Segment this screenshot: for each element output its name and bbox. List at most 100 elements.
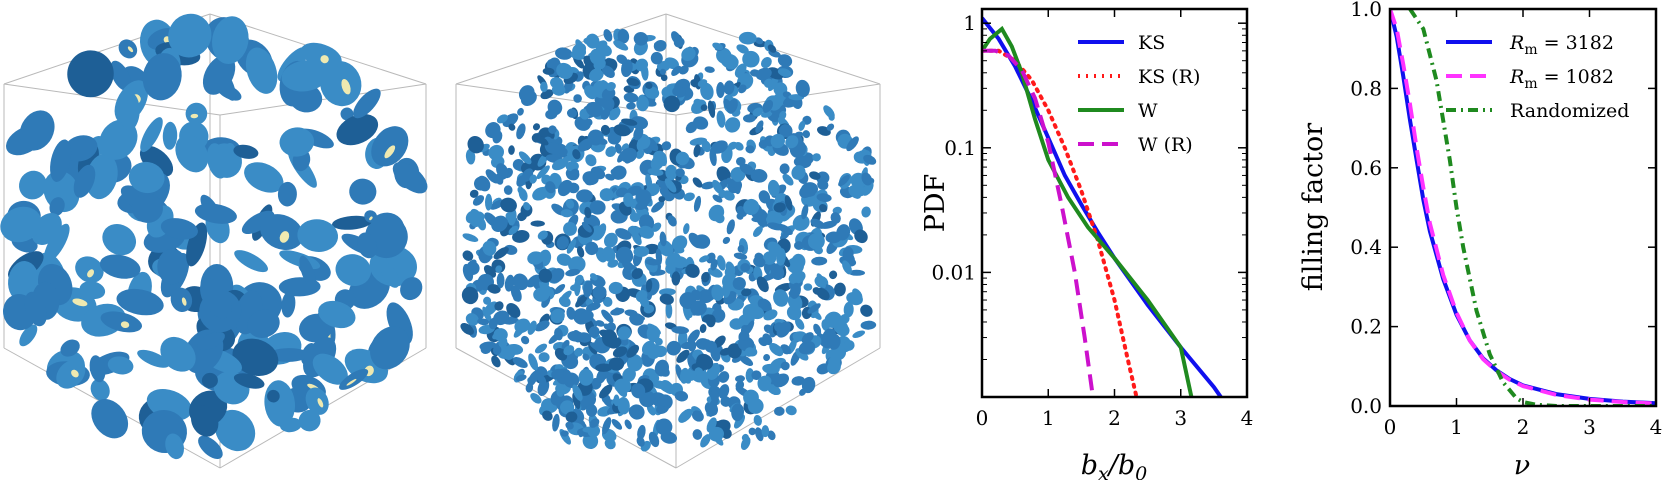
blob <box>643 304 655 314</box>
blob <box>201 372 218 389</box>
blob <box>698 289 714 304</box>
blob <box>462 263 474 282</box>
blob <box>392 162 428 194</box>
blob <box>514 318 531 333</box>
blob <box>701 181 715 190</box>
blob <box>505 212 516 222</box>
blob <box>735 375 745 383</box>
blob <box>607 322 616 332</box>
blob <box>747 305 765 320</box>
blob <box>716 110 726 128</box>
blob <box>767 179 780 197</box>
blob <box>646 404 656 416</box>
blob <box>573 94 582 103</box>
blob <box>723 283 731 298</box>
blob <box>551 368 565 379</box>
blob <box>566 108 578 118</box>
blob-highlight <box>320 55 329 64</box>
blob <box>683 223 690 235</box>
blob <box>757 375 771 392</box>
pdf-ticks: 0 1 2 3 4 1 0.1 0.01 <box>931 9 1253 430</box>
filling-factor-plot: 0 1 2 3 4 0.0 0.2 0.4 0.6 0.8 1.0 Rm = 3182 Rm = 10… <box>1298 0 1662 480</box>
blob <box>743 389 759 406</box>
blob <box>518 151 532 165</box>
blob <box>536 165 550 180</box>
filling-factor-y-tick-label: 0.6 <box>1350 156 1382 180</box>
blob <box>674 390 689 402</box>
blob <box>279 127 315 157</box>
blob <box>545 181 556 194</box>
blob <box>810 218 825 229</box>
blob <box>312 353 348 385</box>
blob <box>574 116 591 131</box>
blob <box>807 232 825 250</box>
blob <box>200 278 232 319</box>
blob <box>555 47 573 60</box>
blob <box>503 185 513 195</box>
filling-factor-y-tick-label: 0.0 <box>1350 394 1382 418</box>
blob <box>842 260 852 275</box>
blob <box>563 221 577 236</box>
blob <box>107 356 134 375</box>
blob <box>628 406 639 418</box>
blob <box>160 218 198 240</box>
blob <box>691 410 704 422</box>
blob <box>645 82 653 89</box>
blob <box>605 82 616 91</box>
blob <box>789 282 801 299</box>
blob <box>710 259 718 271</box>
blob <box>794 241 804 250</box>
blob <box>624 419 632 430</box>
blob <box>657 153 668 167</box>
blob <box>745 145 755 154</box>
blob <box>247 309 280 338</box>
blob <box>465 148 476 165</box>
blob <box>565 421 574 430</box>
blob <box>745 368 755 383</box>
blob <box>816 333 830 349</box>
blob <box>678 408 693 423</box>
blob <box>488 144 505 161</box>
blob <box>732 276 746 291</box>
blob <box>779 124 793 138</box>
blob <box>506 303 521 318</box>
blob <box>860 304 873 317</box>
blob <box>119 92 140 131</box>
blob <box>582 353 590 361</box>
blob <box>60 339 80 357</box>
blob <box>538 352 550 363</box>
blob <box>773 202 786 213</box>
blob <box>636 137 647 152</box>
blob <box>596 223 607 240</box>
blob <box>758 190 771 204</box>
blob-highlight <box>341 78 351 95</box>
blob <box>860 320 877 330</box>
blob <box>701 272 710 283</box>
blob <box>727 343 742 359</box>
blob <box>281 60 329 92</box>
blob <box>513 294 522 302</box>
pdf-series-0 <box>982 16 1224 397</box>
filling-factor-y-tick-label: 0.4 <box>1350 235 1382 259</box>
blob <box>512 229 530 243</box>
blob <box>816 273 826 289</box>
blob <box>724 117 741 133</box>
pdf-y-tick-label: 0.01 <box>931 260 976 284</box>
blob <box>647 344 662 360</box>
pdf-y-tick-label: 0.1 <box>944 136 976 160</box>
blob <box>683 192 695 202</box>
blob <box>687 329 700 344</box>
blob <box>700 104 708 111</box>
blob <box>517 107 524 116</box>
blob <box>90 378 110 401</box>
blob <box>585 33 600 49</box>
blob <box>636 436 645 447</box>
blob <box>635 149 645 159</box>
blob <box>664 178 677 193</box>
blob <box>400 277 423 301</box>
blob <box>518 85 535 102</box>
blob <box>533 287 550 302</box>
blob <box>557 179 573 197</box>
blob <box>595 320 605 327</box>
blob <box>319 61 362 107</box>
